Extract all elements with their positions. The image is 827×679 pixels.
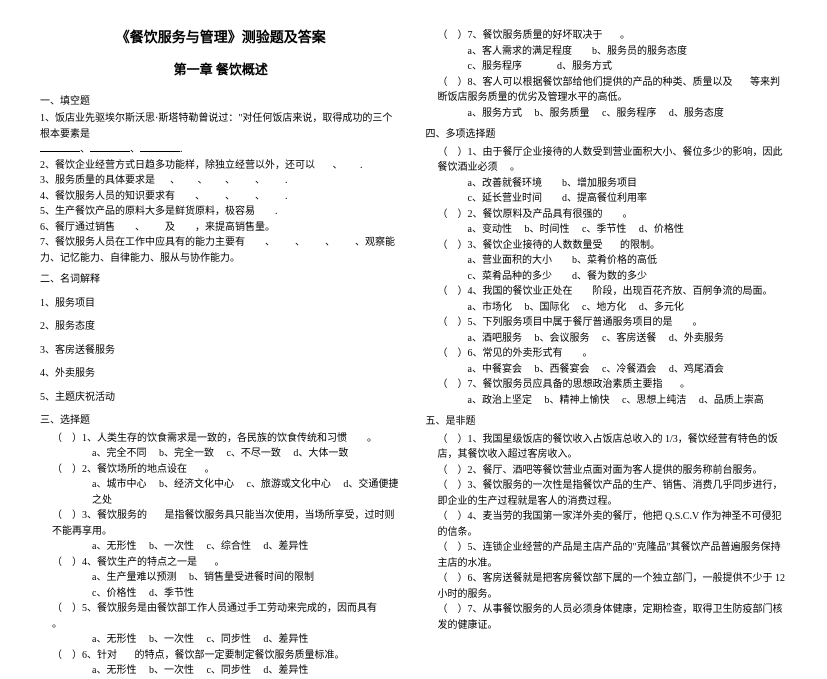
multi-q1-opts2: c、延长营业时间 d、提高餐位利用率 bbox=[426, 191, 788, 207]
multi-q4-opts: a、市场化 b、国际化 c、地方化 d、多元化 bbox=[426, 300, 788, 316]
choice-q7-opts2: c、服务程序 d、服务方式 bbox=[426, 59, 788, 75]
fill-q7: 7、餐饮服务人员在工作中应具有的能力主要有 、 、 、 、观察能力、记忆能力、自… bbox=[40, 235, 402, 266]
choice-q7: （ ）7、餐饮服务质量的好坏取决于 。 bbox=[426, 28, 788, 44]
choice-q1: （ ）1、人类生存的饮食需求是一致的，各民族的饮食传统和习惯 。 bbox=[40, 431, 402, 447]
right-column: （ ）7、餐饮服务质量的好坏取决于 。 a、客人需求的满足程度 b、服务员的服务… bbox=[426, 28, 788, 563]
fill-q2: 2、餐饮企业经营方式日趋多功能样，除独立经营以外，还可以 、 . bbox=[40, 158, 402, 174]
multi-q7-opts: a、政治上坚定 b、精神上愉快 c、思想上纯洁 d、品质上崇高 bbox=[426, 393, 788, 409]
tf-q3: （ ）3、餐饮服务的一次性是指餐饮产品的生产、销售、消费几乎同步进行，即企业的生… bbox=[426, 478, 788, 509]
choice-q2: （ ）2、餐饮场所的地点设在 。 bbox=[40, 462, 402, 478]
multi-q6-opts: a、中餐宴会 b、西餐宴会 c、冷餐酒会 d、鸡尾酒会 bbox=[426, 362, 788, 378]
choice-q4-opts: a、生产量难以预测 b、销售量受进餐时间的限制 bbox=[40, 570, 402, 586]
multi-q3-opts2: c、菜肴品种的多少 d、餐为数的多少 bbox=[426, 269, 788, 285]
term-3: 3、客房送餐服务 bbox=[40, 343, 402, 359]
tf-q6: （ ）6、客房送餐就是把客房餐饮部下属的一个独立部门，一般提供不少于 12 小时… bbox=[426, 571, 788, 602]
term-1: 1、服务项目 bbox=[40, 296, 402, 312]
fill-q1: 1、饭店业先驱埃尔斯沃思·斯塔特勒曾说过："对任何饭店来说，取得成功的三个根本要… bbox=[40, 111, 402, 142]
fill-q3: 3、服务质量的具体要求是 、 、 、 、 . bbox=[40, 173, 402, 189]
multi-q5: （ ）5、下列服务项目中属于餐厅普通服务项目的是 。 bbox=[426, 315, 788, 331]
multi-q4: （ ）4、我国的餐饮业正处在 阶段，出现百花齐放、百舸争流的局面。 bbox=[426, 284, 788, 300]
section-5-heading: 五、是非题 bbox=[426, 414, 788, 430]
multi-q1: （ ）1、由于餐厅企业接待的人数受到营业面积大小、餐位多少的影响，因此餐饮酒业必… bbox=[426, 145, 788, 176]
multi-q6: （ ）6、常见的外卖形式有 。 bbox=[426, 346, 788, 362]
choice-q4: （ ）4、餐饮生产的特点之一是 。 bbox=[40, 555, 402, 571]
left-column: 《餐饮服务与管理》测验题及答案 第一章 餐饮概述 一、填空题 1、饭店业先驱埃尔… bbox=[40, 28, 402, 563]
choice-q7-opts: a、客人需求的满足程度 b、服务员的服务态度 bbox=[426, 44, 788, 60]
choice-q3-opts: a、无形性 b、一次性 c、综合性 d、差异性 bbox=[40, 539, 402, 555]
choice-q5: （ ）5、餐饮服务是由餐饮部工作人员通过手工劳动来完成的，因而具有 。 bbox=[40, 601, 402, 632]
term-5: 5、主题庆祝活动 bbox=[40, 390, 402, 406]
multi-q5-opts: a、酒吧服务 b、会议服务 c、客房送餐 d、外卖服务 bbox=[426, 331, 788, 347]
chapter-title: 第一章 餐饮概述 bbox=[40, 60, 402, 80]
tf-q5: （ ）5、连锁企业经营的产品是主店产品的"克隆品"其餐饮产品普遍服务保持主店的水… bbox=[426, 540, 788, 571]
choice-q8: （ ）8、客人可以根据餐饮部给他们提供的产品的种类、质量以及 等来判断饭店服务质… bbox=[426, 75, 788, 106]
choice-q3: （ ）3、餐饮服务的 是指餐饮服务具只能当次使用，当场所享受，过时则不能再享用。 bbox=[40, 508, 402, 539]
fill-q4: 4、餐饮服务人员的知识要求有 、 、 、 . bbox=[40, 189, 402, 205]
multi-q3: （ ）3、餐饮企业接待的人数数量受 的限制。 bbox=[426, 238, 788, 254]
tf-q1: （ ）1、我国星级饭店的餐饮收入占饭店总收入的 1/3，餐饮经营有特色的饭店，其… bbox=[426, 432, 788, 463]
term-2: 2、服务态度 bbox=[40, 319, 402, 335]
term-4: 4、外卖服务 bbox=[40, 366, 402, 382]
section-3-heading: 三、选择题 bbox=[40, 413, 402, 429]
tf-q4: （ ）4、麦当劳的我国第一家洋外卖的餐厅，他把 Q.S.C.V 作为神圣不可侵犯… bbox=[426, 509, 788, 540]
section-4-heading: 四、多项选择题 bbox=[426, 127, 788, 143]
choice-q8-opts: a、服务方式 b、服务质量 c、服务程序 d、服务态度 bbox=[426, 106, 788, 122]
multi-q2-opts: a、变动性 b、时间性 c、季节性 d、价格性 bbox=[426, 222, 788, 238]
choice-q6-opts: a、无形性 b、一次性 c、同步性 d、差异性 bbox=[40, 663, 402, 679]
tf-q2: （ ）2、餐厅、酒吧等餐饮营业点面对面为客人提供的服务称前台服务。 bbox=[426, 463, 788, 479]
multi-q2: （ ）2、餐饮原料及产品具有很强的 。 bbox=[426, 207, 788, 223]
choice-q4-opts2: c、价格性 d、季节性 bbox=[40, 586, 402, 602]
multi-q7: （ ）7、餐饮服务员应具备的思想政治素质主要指 。 bbox=[426, 377, 788, 393]
tf-q7: （ ）7、从事餐饮服务的人员必须身体健康，定期检查，取得卫生防疫部门核发的健康证… bbox=[426, 602, 788, 633]
doc-title: 《餐饮服务与管理》测验题及答案 bbox=[40, 28, 402, 50]
fill-q1b: 、、. bbox=[40, 142, 402, 158]
fill-q6: 6、餐厅通过销售 、 及 ，来提高销售量。 bbox=[40, 220, 402, 236]
section-2-heading: 二、名词解释 bbox=[40, 272, 402, 288]
multi-q1-opts: a、改善就餐环境 b、增加服务项目 bbox=[426, 176, 788, 192]
fill-q5: 5、生产餐饮产品的原料大多是鲜货原料，极容易 . bbox=[40, 204, 402, 220]
choice-q6: （ ）6、针对 的特点，餐饮部一定要制定餐饮服务质量标准。 bbox=[40, 648, 402, 664]
choice-q2-opts: a、城市中心 b、经济文化中心 c、旅游或文化中心 d、交通便捷之处 bbox=[40, 477, 402, 508]
choice-q1-opts: a、完全不同 b、完全一致 c、不尽一致 d、大体一致 bbox=[40, 446, 402, 462]
choice-q5-opts: a、无形性 b、一次性 c、同步性 d、差异性 bbox=[40, 632, 402, 648]
multi-q3-opts: a、营业面积的大小 b、菜肴价格的高低 bbox=[426, 253, 788, 269]
section-1-heading: 一、填空题 bbox=[40, 94, 402, 110]
